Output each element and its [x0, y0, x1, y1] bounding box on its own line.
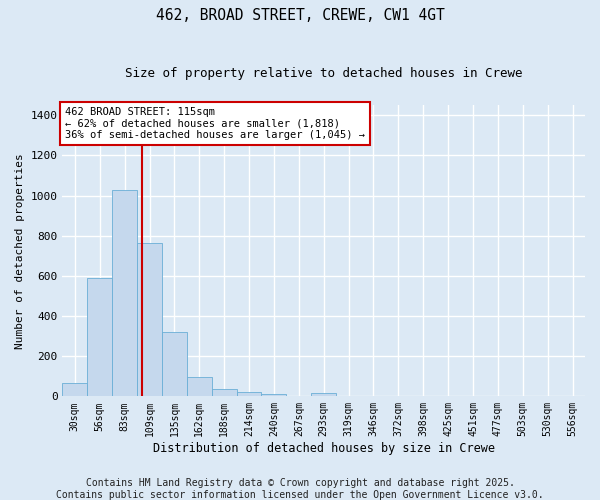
Text: Contains HM Land Registry data © Crown copyright and database right 2025.
Contai: Contains HM Land Registry data © Crown c… [56, 478, 544, 500]
Bar [112, 190, 137, 396]
Bar [137, 243, 162, 396]
Text: 462, BROAD STREET, CREWE, CW1 4GT: 462, BROAD STREET, CREWE, CW1 4GT [155, 8, 445, 22]
Bar [62, 384, 88, 396]
Title: Size of property relative to detached houses in Crewe: Size of property relative to detached ho… [125, 68, 523, 80]
Bar [88, 278, 112, 396]
Bar [262, 394, 286, 396]
Bar [212, 390, 236, 396]
Bar [236, 392, 262, 396]
Bar [187, 378, 212, 396]
X-axis label: Distribution of detached houses by size in Crewe: Distribution of detached houses by size … [153, 442, 495, 455]
Y-axis label: Number of detached properties: Number of detached properties [15, 153, 25, 348]
Text: 462 BROAD STREET: 115sqm
← 62% of detached houses are smaller (1,818)
36% of sem: 462 BROAD STREET: 115sqm ← 62% of detach… [65, 106, 365, 140]
Bar [311, 394, 336, 396]
Bar [162, 332, 187, 396]
